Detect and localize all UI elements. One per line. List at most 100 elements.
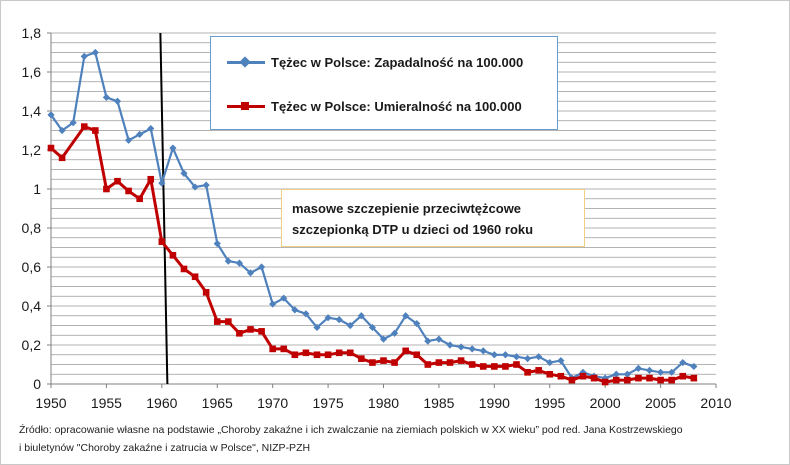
data-point <box>546 370 554 378</box>
data-point <box>246 269 255 277</box>
data-point <box>213 240 221 248</box>
data-point <box>657 376 664 384</box>
data-point <box>645 366 654 374</box>
data-point <box>47 144 55 152</box>
y-tick-label: 1,6 <box>22 64 42 80</box>
data-point <box>424 337 432 345</box>
data-point <box>280 294 288 302</box>
data-point <box>424 361 432 368</box>
data-point <box>656 368 665 376</box>
annotation-line-1: masowe szczepienie przeciwtężcowe <box>292 201 522 216</box>
series-group <box>47 48 698 386</box>
data-point <box>191 183 199 191</box>
data-point <box>91 48 99 57</box>
data-point <box>324 314 332 322</box>
data-point <box>269 345 276 353</box>
data-point <box>490 351 498 359</box>
x-tick-label: 2005 <box>645 395 676 411</box>
data-point <box>180 265 188 273</box>
data-point <box>302 310 310 318</box>
data-point <box>624 376 631 384</box>
data-point <box>646 374 653 382</box>
data-point <box>335 316 343 324</box>
data-point <box>136 195 143 203</box>
data-point <box>568 376 576 384</box>
x-axis: 1950 1955 1960 1965 1970 1975 1980 1985 1990 1995… <box>35 383 732 411</box>
data-point <box>235 259 244 267</box>
vaccination-annotation: masowe szczepienie przeciwtężcowe szczep… <box>281 189 585 247</box>
data-point <box>158 179 166 187</box>
data-point <box>202 289 210 296</box>
data-point <box>92 127 99 134</box>
vaccination-marker <box>159 32 169 385</box>
source-line-1: Źródło: opracowanie własne na podstawie … <box>19 424 683 436</box>
annotation-line-2: szczepionką DTP u dzieci od 1960 roku <box>292 222 534 237</box>
series-line <box>50 125 695 384</box>
data-point <box>180 169 188 177</box>
data-point <box>635 374 642 382</box>
data-point <box>136 130 144 138</box>
x-tick-label: 1950 <box>35 395 66 411</box>
data-point <box>225 318 232 325</box>
data-point <box>668 368 676 376</box>
data-point <box>579 372 587 380</box>
data-point <box>80 52 88 60</box>
data-point <box>524 369 531 376</box>
y-tick-label: 1,4 <box>22 103 42 119</box>
x-tick-label: 1990 <box>479 395 510 411</box>
data-point <box>369 359 376 366</box>
x-tick-label: 1985 <box>423 395 454 411</box>
data-point <box>258 328 265 335</box>
x-tick-label: 1980 <box>368 395 399 411</box>
x-tick-label: 1970 <box>257 395 288 411</box>
data-point <box>402 347 409 355</box>
data-point <box>213 318 221 325</box>
data-point <box>346 349 354 357</box>
data-point <box>113 97 122 105</box>
data-point <box>47 111 55 119</box>
x-tick-label: 1955 <box>91 395 122 411</box>
data-point <box>313 323 321 332</box>
y-tick-label: 0,8 <box>22 220 42 236</box>
data-point <box>435 335 443 343</box>
data-point <box>391 359 398 366</box>
data-point <box>679 372 687 380</box>
y-tick-label: 0 <box>33 376 41 392</box>
data-point <box>269 300 277 308</box>
data-point <box>457 357 465 364</box>
x-tick-label: 1975 <box>313 395 344 411</box>
data-point <box>668 376 675 384</box>
series-zapadalnosc <box>47 48 698 382</box>
data-point <box>690 362 698 371</box>
data-point <box>513 361 520 368</box>
data-point <box>247 326 254 333</box>
data-point <box>147 175 155 183</box>
data-point <box>368 323 377 332</box>
data-point <box>468 361 476 368</box>
data-point <box>169 252 177 259</box>
data-point <box>224 257 232 265</box>
vaccination-year-line <box>159 32 169 385</box>
legend: Tężec w Polsce: Zapadalność na 100.000 T… <box>210 36 558 130</box>
data-point <box>236 330 243 337</box>
data-point <box>302 349 310 357</box>
data-point <box>623 370 631 378</box>
data-point <box>590 374 598 382</box>
data-point <box>557 372 565 380</box>
data-point <box>58 154 66 162</box>
data-point <box>535 353 543 361</box>
data-point <box>125 187 132 195</box>
data-point <box>291 306 299 314</box>
y-tick-label: 0,4 <box>22 298 42 314</box>
data-point <box>313 351 321 359</box>
y-tick-label: 1 <box>33 181 41 197</box>
data-point <box>579 368 587 376</box>
data-point <box>379 335 388 343</box>
data-point <box>80 123 88 130</box>
y-tick-label: 1,8 <box>22 25 42 41</box>
data-point <box>601 378 609 386</box>
data-point <box>102 93 111 101</box>
data-point <box>413 351 421 359</box>
legend-item-zapadalnosc: Tężec w Polsce: Zapadalność na 100.000 <box>227 55 523 70</box>
source-note: Źródło: opracowanie własne na podstawie … <box>19 421 683 457</box>
